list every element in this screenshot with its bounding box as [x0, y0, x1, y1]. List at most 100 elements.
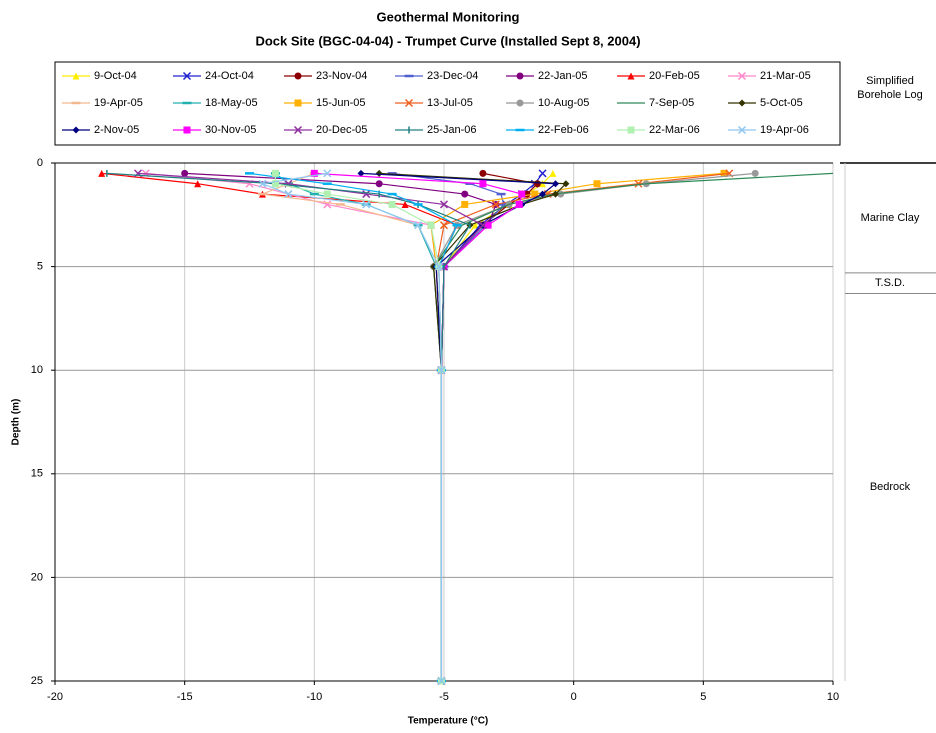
point [362, 190, 371, 199]
point [183, 126, 191, 134]
point [72, 72, 80, 80]
series-line [145, 172, 443, 681]
point [627, 72, 635, 80]
legend-label: 19-Apr-05 [94, 97, 143, 109]
y-tick-label: 0 [37, 157, 43, 169]
point [271, 180, 279, 188]
point [375, 169, 383, 177]
legend-label: 23-Dec-04 [427, 70, 478, 82]
legend-label: 7-Sep-05 [649, 97, 694, 109]
point [751, 169, 759, 177]
point [461, 190, 469, 198]
series-line [260, 172, 443, 681]
x-tick-label: -5 [439, 691, 449, 703]
legend-label: 5-Oct-05 [760, 97, 803, 109]
point [539, 190, 547, 198]
y-tick-label: 10 [31, 364, 43, 376]
point [531, 190, 539, 198]
point [362, 200, 371, 209]
legend-label: 20-Dec-05 [316, 124, 367, 136]
point [414, 221, 423, 230]
y-tick-label: 5 [37, 261, 43, 273]
x-tick-label: 5 [700, 691, 706, 703]
chart-subtitle: Dock Site (BGC-04-04) - Trumpet Curve (I… [255, 33, 640, 48]
layer-label: Marine Clay [860, 211, 920, 224]
point [437, 366, 446, 375]
point [593, 180, 601, 188]
point [323, 190, 331, 198]
series-line [433, 172, 756, 681]
legend-box [54, 61, 841, 146]
y-tick-label: 15 [31, 468, 43, 480]
point [539, 180, 547, 188]
legend-label: 30-Nov-05 [205, 124, 256, 136]
point [294, 99, 302, 107]
point [258, 179, 267, 188]
point [627, 126, 635, 134]
legend-label: 22-Mar-06 [649, 124, 700, 136]
x-tick-label: -15 [177, 691, 193, 703]
point [738, 99, 746, 107]
y-axis-label: Depth (m) [11, 399, 22, 446]
legend-label: 19-Apr-06 [760, 124, 809, 136]
series-line [430, 172, 725, 681]
point [737, 125, 747, 135]
point [439, 200, 449, 209]
point [323, 169, 332, 178]
point [538, 169, 547, 178]
legend-label: 21-Mar-05 [760, 70, 811, 82]
legend-label: 9-Oct-04 [94, 70, 137, 82]
point [518, 190, 526, 198]
point [516, 72, 524, 80]
legend-label: 20-Feb-05 [649, 70, 700, 82]
series-line [440, 172, 554, 681]
point [434, 262, 443, 271]
x-tick-label: 10 [827, 691, 839, 703]
legend-label: 25-Jan-06 [427, 124, 477, 136]
point [533, 180, 541, 188]
series-line [275, 172, 443, 681]
point [557, 190, 565, 198]
point [439, 221, 449, 230]
series-line [137, 172, 484, 681]
point [562, 180, 570, 188]
point [479, 169, 487, 177]
x-tick-label: -10 [306, 691, 322, 703]
series-line [260, 172, 443, 681]
log-title: Simplified Borehole Log [857, 75, 923, 101]
point [549, 169, 557, 177]
series-line [249, 172, 458, 681]
legend-label: 22-Jan-05 [538, 70, 588, 82]
legend-label: 22-Feb-06 [538, 124, 589, 136]
point [404, 98, 414, 108]
point [294, 72, 302, 80]
point [194, 180, 202, 188]
point [552, 180, 560, 188]
series-line [101, 172, 458, 681]
point [737, 71, 747, 81]
point [357, 169, 365, 177]
point [271, 169, 279, 177]
legend-label: 2-Nov-05 [94, 124, 139, 136]
point [284, 190, 293, 199]
y-tick-label: 20 [31, 571, 43, 583]
point [516, 99, 524, 107]
point [479, 180, 487, 188]
series-line [379, 172, 568, 681]
point [182, 71, 192, 81]
point [461, 200, 469, 208]
legend-label: 24-Oct-04 [205, 70, 254, 82]
series-line [433, 172, 834, 681]
point [98, 169, 106, 177]
legend-label: 18-May-05 [205, 97, 258, 109]
point [181, 169, 189, 177]
point [293, 125, 303, 135]
point [310, 169, 318, 177]
point [388, 200, 396, 208]
x-tick-label: -20 [47, 691, 63, 703]
series-line [435, 172, 730, 681]
layer-label: Bedrock [869, 481, 911, 494]
point [484, 221, 492, 229]
